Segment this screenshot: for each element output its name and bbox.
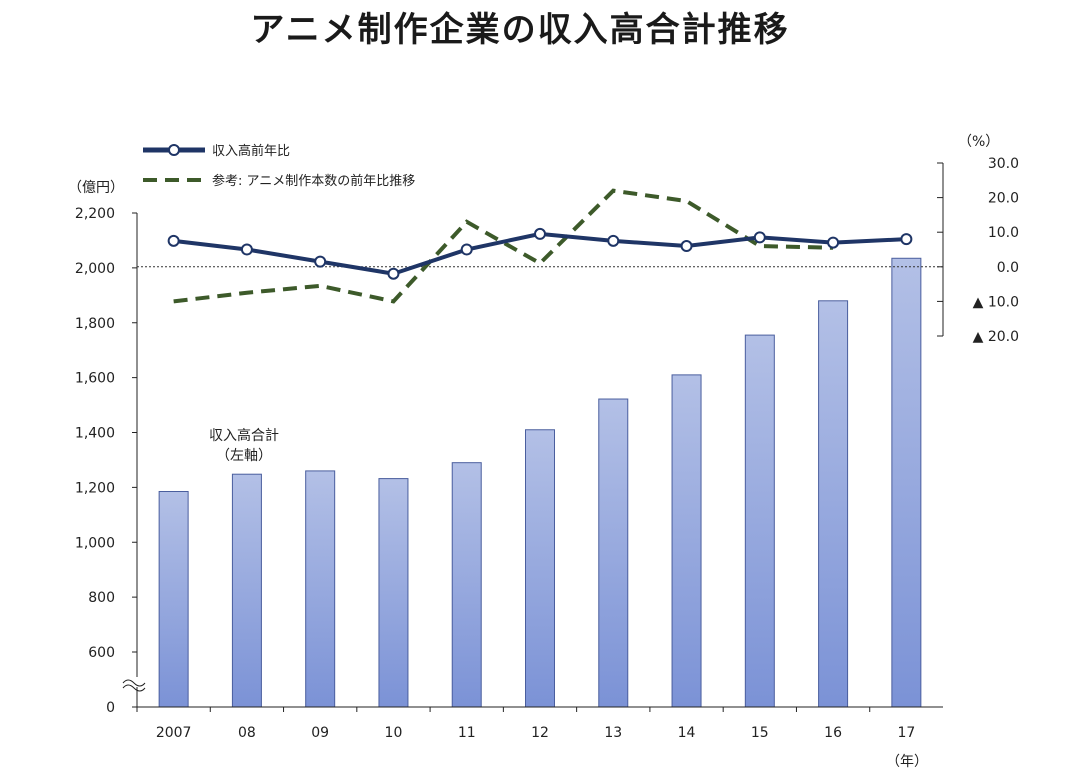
point-13 bbox=[607, 234, 620, 247]
legend: 収入高前年比 参考: アニメ制作本数の前年比推移 bbox=[143, 143, 415, 189]
x-tick-label-12: 12 bbox=[531, 725, 549, 741]
bar-annotation-line1: 収入高合計 bbox=[209, 427, 279, 444]
point-14 bbox=[680, 240, 693, 253]
left-tick-label: 0 bbox=[106, 700, 115, 716]
series-ref-line bbox=[173, 188, 834, 304]
point-12 bbox=[534, 227, 546, 240]
bar-08 bbox=[231, 473, 262, 708]
bar-16 bbox=[818, 300, 849, 708]
bar-13 bbox=[598, 398, 629, 708]
left-tick-label: 1,000 bbox=[75, 535, 115, 551]
bar-2007 bbox=[158, 490, 189, 708]
right-tick-label: 20.0 bbox=[988, 191, 1019, 207]
x-tick-label-10: 10 bbox=[385, 725, 403, 741]
left-tick-label: 2,200 bbox=[75, 206, 115, 222]
point-16 bbox=[827, 236, 840, 249]
left-axis-unit: （億円） bbox=[68, 180, 124, 196]
legend-label-main: 収入高前年比 bbox=[212, 143, 290, 159]
x-tick-label-14: 14 bbox=[678, 725, 696, 741]
point-09 bbox=[314, 255, 327, 268]
x-tick-label-09: 09 bbox=[311, 725, 329, 741]
legend-marker-main bbox=[168, 144, 180, 156]
bar-09 bbox=[305, 470, 336, 708]
x-tick-label-11: 11 bbox=[458, 725, 476, 741]
bar-annotation-line2: （左軸） bbox=[216, 448, 272, 464]
axis-break-upper bbox=[122, 679, 146, 687]
left-tick-label: 1,400 bbox=[75, 426, 115, 442]
x-tick-label-17: 17 bbox=[897, 725, 915, 741]
right-axis-unit: （%） bbox=[958, 134, 999, 150]
bar-10 bbox=[378, 478, 409, 708]
right-tick-label: ▲ 20.0 bbox=[973, 329, 1019, 345]
x-tick-label-16: 16 bbox=[824, 725, 842, 741]
right-tick-label: 0.0 bbox=[997, 260, 1019, 276]
bar-15 bbox=[744, 334, 775, 708]
page-title: アニメ制作企業の収入高合計推移 bbox=[250, 10, 790, 50]
legend-label-ref: 参考: アニメ制作本数の前年比推移 bbox=[212, 173, 415, 189]
bar-11 bbox=[451, 462, 482, 708]
right-tick-label: ▲ 10.0 bbox=[973, 294, 1019, 310]
left-tick-label: 600 bbox=[88, 645, 115, 661]
point-2007 bbox=[167, 234, 180, 247]
point-08 bbox=[240, 243, 253, 256]
x-tick-label-2007: 2007 bbox=[156, 725, 192, 741]
lines-layer bbox=[167, 188, 913, 304]
bar-17 bbox=[891, 257, 922, 708]
x-tick-label-13: 13 bbox=[604, 725, 622, 741]
axes-layer bbox=[122, 162, 944, 712]
left-tick-label: 1,200 bbox=[75, 480, 115, 496]
left-tick-label: 800 bbox=[88, 590, 115, 606]
x-axis-unit: （年） bbox=[886, 754, 928, 769]
x-tick-label-15: 15 bbox=[751, 725, 769, 741]
axis-break-lower bbox=[122, 684, 146, 692]
point-15 bbox=[753, 231, 766, 244]
point-10 bbox=[387, 267, 400, 280]
point-11 bbox=[460, 243, 473, 256]
right-tick-label: 30.0 bbox=[988, 156, 1019, 172]
bar-12 bbox=[525, 429, 555, 708]
bar-14 bbox=[671, 374, 702, 708]
right-tick-label: 10.0 bbox=[988, 225, 1019, 241]
labels-layer: 0 600 800 1,000 1,200 1,400 1,600 1,800 2,000 2,2… bbox=[75, 156, 1019, 741]
x-tick-label-08: 08 bbox=[238, 725, 256, 741]
left-tick-label: 1,800 bbox=[75, 316, 115, 332]
left-tick-label: 1,600 bbox=[75, 371, 115, 387]
bars-layer bbox=[158, 257, 922, 708]
left-tick-label: 2,000 bbox=[75, 261, 115, 277]
point-17 bbox=[900, 233, 913, 246]
axis-break-mask bbox=[123, 677, 145, 687]
